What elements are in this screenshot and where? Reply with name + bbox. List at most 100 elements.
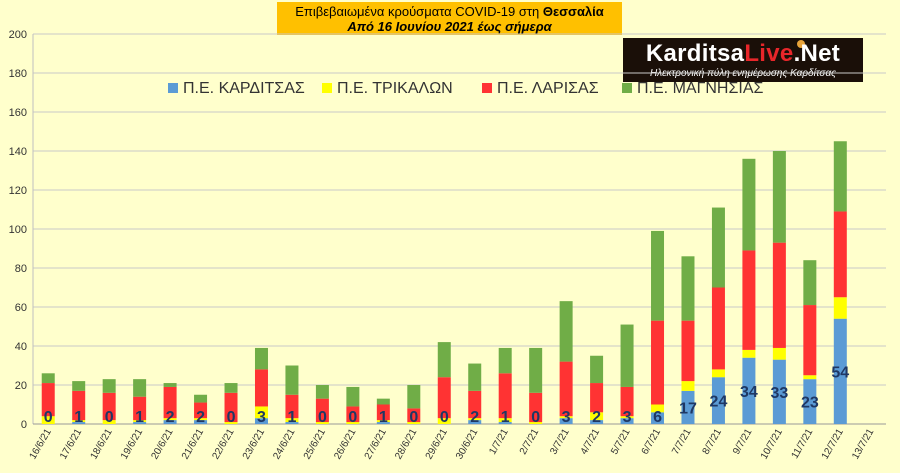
x-tick-label: 30/6/21: [454, 427, 480, 462]
bar-segment: [559, 301, 573, 362]
bar-segment: [468, 363, 482, 391]
x-tick-label: 20/6/21: [149, 427, 175, 462]
data-label: 3: [257, 409, 266, 426]
x-tick-label: 23/6/21: [241, 427, 267, 462]
bar-segment: [590, 420, 604, 424]
data-label: 2: [592, 409, 601, 426]
bar-segment: [711, 207, 725, 288]
data-label: 0: [348, 409, 357, 426]
bar-segment: [72, 420, 86, 423]
bar-segment: [833, 318, 847, 424]
bar-segment: [315, 422, 329, 424]
bar-segment: [346, 406, 360, 423]
bar-segment: [407, 422, 421, 424]
bar-segment: [133, 396, 147, 421]
bar-segment: [72, 422, 86, 424]
bar-segment: [590, 355, 604, 384]
x-tick-label: 8/7/21: [701, 427, 725, 457]
x-tick-label: 21/6/21: [180, 427, 206, 462]
bar-segment: [437, 418, 451, 424]
bar-segment: [194, 402, 208, 419]
legend-swatch: [168, 83, 178, 93]
bar-segment: [285, 365, 299, 395]
data-label: 1: [287, 409, 296, 426]
x-tick-label: 11/7/21: [790, 427, 816, 461]
legend-swatch: [622, 83, 632, 93]
bar-segment: [529, 392, 543, 423]
bar-segment: [72, 381, 86, 391]
x-tick-label: 7/7/21: [670, 427, 694, 457]
bar-segment: [742, 349, 756, 358]
y-tick-label: 20: [15, 380, 27, 392]
bar-segment: [742, 357, 756, 424]
bar-segment: [620, 418, 634, 424]
chart-subtitle: Από 16 Ιουνίου 2021 έως σήμερα: [347, 19, 552, 34]
bar-segment: [346, 386, 360, 407]
data-label: 0: [409, 409, 418, 426]
bar-segment: [194, 394, 208, 403]
x-tick-label: 9/7/21: [731, 427, 755, 457]
bar-segment: [254, 347, 268, 370]
chart-title: Επιβεβαιωμένα κρούσματα COVID-19 στη Θεσ…: [277, 4, 622, 19]
bar-segment: [833, 141, 847, 212]
y-tick-label: 80: [15, 263, 27, 275]
bar-segment: [468, 420, 482, 424]
bar-segment: [833, 211, 847, 298]
data-label: 3: [623, 409, 632, 426]
bar-segment: [772, 151, 786, 243]
bar-segment: [651, 404, 665, 413]
data-label: 0: [105, 409, 114, 426]
y-tick-label: 180: [9, 68, 27, 80]
bar-segment: [376, 420, 390, 423]
bar-segment: [194, 420, 208, 424]
bar-segment: [133, 420, 147, 423]
legend-label: Π.Ε. ΛΑΡΙΣΑΣ: [497, 80, 599, 97]
x-tick-label: 22/6/21: [210, 427, 236, 462]
y-tick-label: 140: [9, 146, 27, 158]
bar-segment: [559, 361, 573, 417]
bar-segment: [803, 305, 817, 376]
x-tick-label: 4/7/21: [579, 427, 603, 457]
bar-segment: [102, 392, 116, 421]
logo-dot-icon: [797, 40, 805, 48]
bar-segment: [133, 422, 147, 424]
data-label: 0: [531, 409, 540, 426]
data-label: 24: [710, 394, 728, 411]
data-label: 1: [379, 409, 388, 426]
x-tick-label: 26/6/21: [332, 427, 358, 462]
bar-segment: [437, 377, 451, 419]
x-tick-label: 24/6/21: [271, 427, 297, 462]
bar-segment: [498, 347, 512, 374]
bar-segment: [224, 422, 238, 424]
x-tick-label: 16/6/21: [28, 427, 54, 462]
bar-segment: [559, 418, 573, 424]
bar-segment: [407, 385, 421, 409]
data-label: 54: [831, 364, 849, 381]
bar-segment: [285, 394, 299, 419]
logo-name: KarditsaLive.Net: [623, 40, 863, 68]
bar-segment: [346, 422, 360, 424]
bar-segment: [498, 373, 512, 419]
bar-segment: [315, 385, 329, 399]
x-tick-label: 6/7/21: [640, 427, 664, 457]
bar-segment: [224, 383, 238, 393]
bar-segment: [803, 375, 817, 380]
x-axis: 16/6/21 17/6/21 18/6/21 19/6/21 20/6/21 21/6/…: [28, 427, 877, 462]
bar-segment: [681, 256, 695, 321]
bar-segment: [163, 420, 177, 424]
bar-segment: [590, 412, 604, 421]
bar-segment: [163, 386, 177, 419]
bar-segment: [772, 347, 786, 360]
bar-segment: [742, 250, 756, 350]
bar-segment: [194, 418, 208, 421]
x-tick-label: 10/7/21: [759, 427, 785, 462]
bar-segment: [742, 158, 756, 251]
x-tick-label: 3/7/21: [548, 427, 572, 457]
bar-segment: [285, 422, 299, 424]
bar-segment: [254, 369, 268, 407]
x-tick-label: 12/7/21: [820, 427, 846, 462]
data-label: 0: [440, 409, 449, 426]
